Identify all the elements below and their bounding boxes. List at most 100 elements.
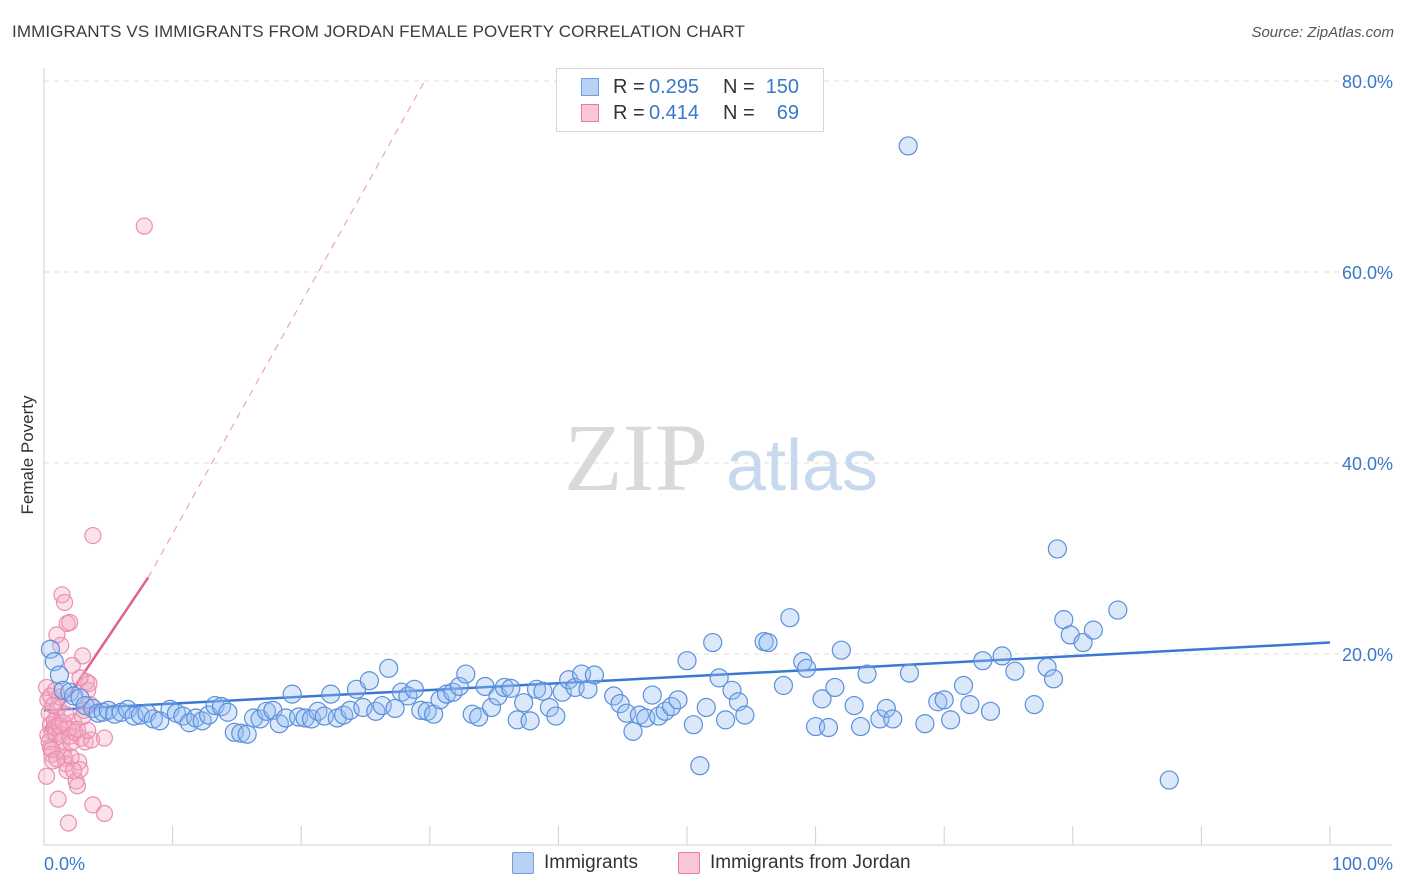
data-point-immigrants — [604, 686, 624, 706]
data-point-jordan — [48, 750, 66, 768]
legend-row-immigrants: R = 0.295 N = 150 — [581, 74, 799, 100]
data-point-immigrants — [1043, 669, 1064, 689]
data-point-immigrants — [1108, 600, 1128, 620]
data-point-immigrants — [780, 608, 800, 628]
data-point-immigrants — [218, 702, 238, 722]
legend-n-label: N = — [723, 75, 755, 98]
data-point-jordan — [55, 593, 74, 612]
data-point-immigrants — [953, 675, 974, 696]
data-point-immigrants — [677, 651, 697, 671]
data-point-immigrants — [385, 698, 405, 719]
data-point-immigrants — [584, 665, 605, 685]
series-jordan-points — [37, 217, 153, 832]
data-point-immigrants — [237, 724, 257, 744]
data-point-immigrants — [934, 690, 954, 710]
data-point-jordan — [84, 796, 102, 814]
data-point-immigrants — [481, 697, 502, 718]
data-point-immigrants — [796, 658, 817, 678]
data-point-immigrants — [60, 682, 80, 702]
legend-swatch-immigrants — [581, 78, 599, 96]
watermark: ZIP atlas — [564, 404, 878, 511]
data-point-jordan — [52, 636, 70, 655]
data-point-immigrants — [831, 640, 851, 660]
legend-item-jordan: Immigrants from Jordan — [678, 852, 911, 874]
data-point-jordan — [82, 731, 101, 749]
data-point-immigrants — [456, 664, 476, 684]
watermark-zip: ZIP — [564, 404, 708, 511]
data-point-immigrants — [709, 668, 729, 688]
legend-swatch-jordan — [678, 852, 700, 874]
data-point-immigrants — [411, 700, 431, 720]
data-point-immigrants — [1083, 620, 1103, 640]
data-point-immigrants — [578, 679, 598, 699]
data-point-immigrants — [696, 697, 716, 718]
data-point-immigrants — [683, 715, 704, 735]
data-point-immigrants — [404, 679, 424, 699]
data-point-immigrants — [475, 676, 495, 697]
data-point-immigrants — [899, 663, 920, 683]
data-point-immigrants — [1024, 695, 1044, 715]
axes — [43, 68, 1392, 846]
legend-swatch-jordan — [581, 104, 599, 122]
data-point-jordan — [37, 767, 56, 785]
data-point-immigrants — [898, 136, 918, 156]
data-point-immigrants — [960, 695, 980, 715]
data-point-immigrants — [857, 664, 877, 684]
legend-n-value: 69 — [776, 101, 799, 124]
legend-r-value: 0.414 — [649, 101, 700, 124]
data-point-jordan — [49, 790, 67, 808]
data-point-immigrants — [758, 632, 778, 653]
data-point-immigrants — [668, 690, 688, 710]
data-point-immigrants — [1047, 539, 1067, 559]
data-point-immigrants — [818, 717, 839, 738]
data-point-immigrants — [546, 706, 566, 726]
data-point-immigrants — [231, 723, 251, 743]
data-point-immigrants — [980, 701, 1001, 721]
legend-label-immigrants: Immigrants — [544, 852, 638, 873]
data-point-immigrants — [359, 671, 379, 691]
legend-r-value: 0.295 — [649, 75, 700, 98]
data-point-jordan — [59, 814, 78, 832]
data-point-jordan — [84, 526, 102, 545]
data-point-jordan — [68, 777, 87, 795]
data-point-immigrants — [40, 639, 61, 659]
data-point-immigrants — [379, 658, 399, 678]
y-tick-label: 20.0% — [1342, 645, 1393, 665]
data-point-immigrants — [825, 677, 845, 698]
legend-row-jordan: R = 0.414 N = 69 — [581, 100, 799, 126]
data-point-immigrants — [494, 677, 514, 698]
data-point-immigrants — [1005, 661, 1025, 681]
trend-line-immigrants — [43, 641, 1331, 712]
data-point-jordan — [95, 804, 114, 823]
data-point-immigrants — [642, 685, 662, 705]
data-point-immigrants — [973, 651, 993, 671]
data-point-immigrants — [469, 707, 489, 727]
data-point-immigrants — [722, 680, 742, 700]
data-point-immigrants — [1073, 632, 1093, 653]
chart-title: IMMIGRANTS VS IMMIGRANTS FROM JORDAN FEM… — [12, 22, 745, 41]
trend-line-jordan-extrapolated — [147, 80, 426, 578]
data-point-jordan — [43, 740, 61, 759]
stats-legend: R = 0.295 N = 150 R = 0.414 N = 69 — [556, 68, 824, 132]
data-point-jordan — [46, 681, 65, 699]
data-point-jordan — [80, 675, 98, 693]
data-point-immigrants — [501, 678, 521, 698]
y-tick-label: 40.0% — [1342, 454, 1393, 474]
data-point-jordan — [95, 729, 114, 747]
data-point-jordan — [79, 721, 97, 740]
data-point-immigrants — [610, 694, 630, 714]
y-tick-label: 60.0% — [1342, 263, 1393, 283]
y-tick-label: 80.0% — [1342, 72, 1393, 92]
watermark-atlas: atlas — [726, 426, 878, 506]
data-point-immigrants — [715, 710, 736, 730]
data-point-immigrants — [690, 756, 710, 776]
data-point-immigrants — [449, 676, 469, 697]
x-tick-label: 0.0% — [44, 854, 85, 874]
gridlines — [44, 80, 1392, 655]
data-point-immigrants — [883, 709, 903, 729]
data-point-immigrants — [941, 710, 961, 730]
data-point-jordan — [71, 669, 89, 687]
data-point-immigrants — [533, 681, 553, 701]
legend-swatch-immigrants — [512, 852, 534, 874]
